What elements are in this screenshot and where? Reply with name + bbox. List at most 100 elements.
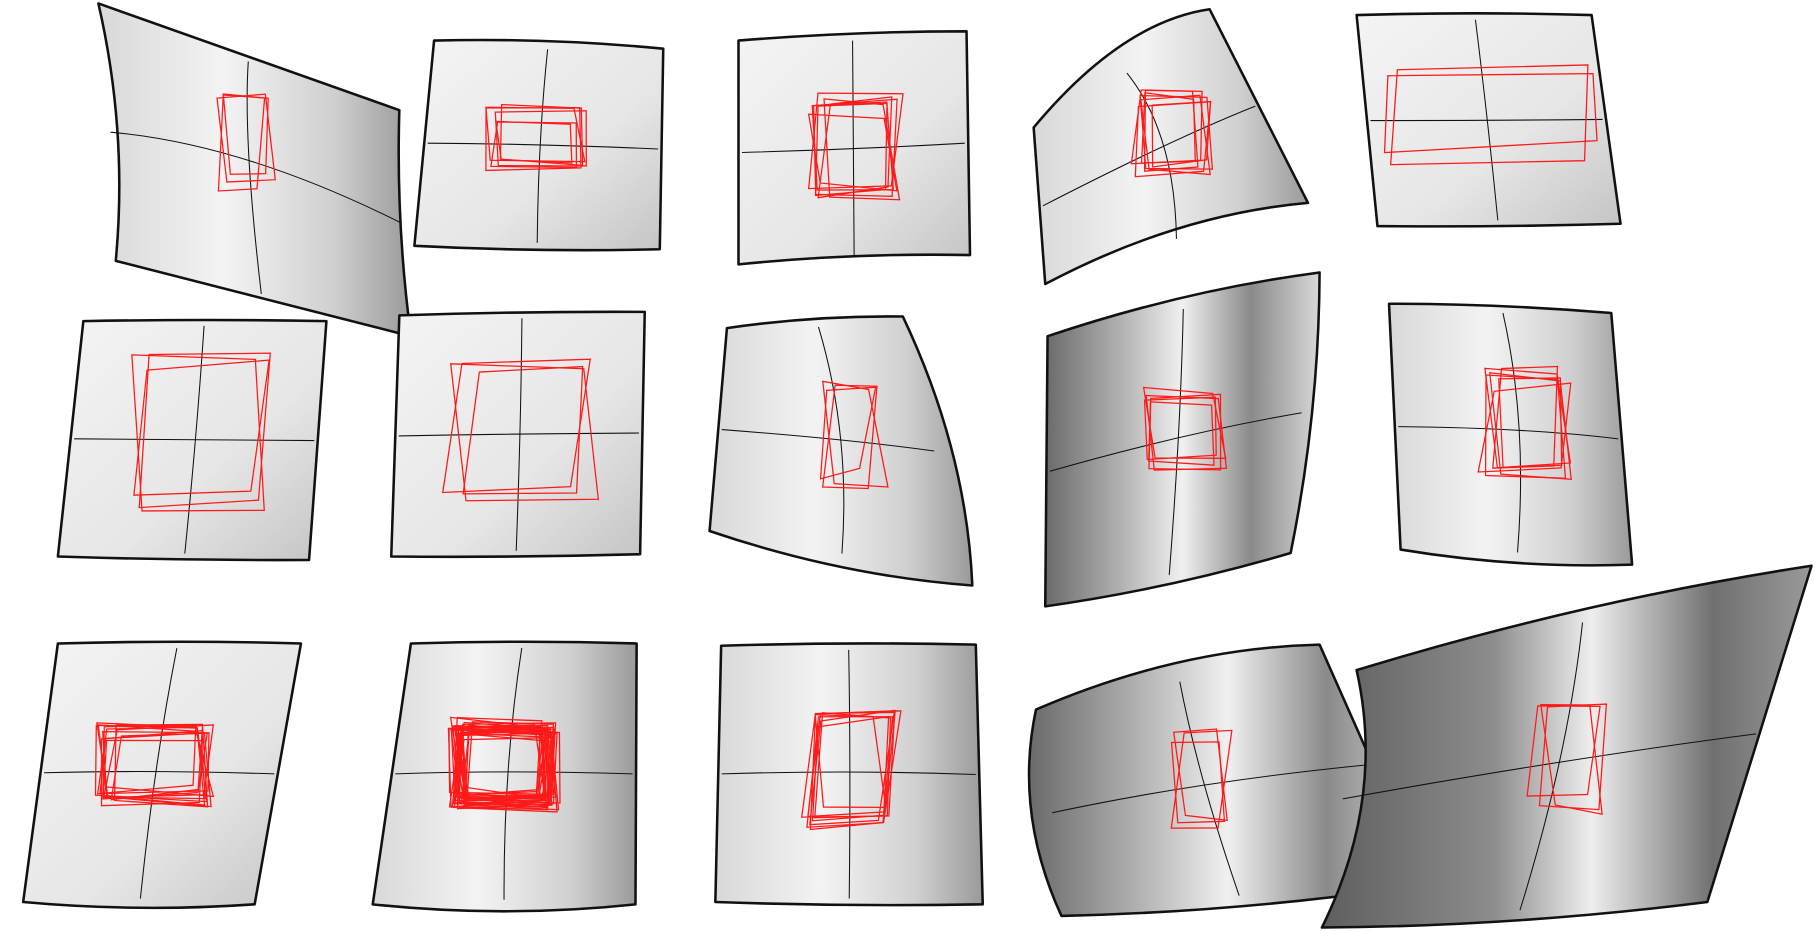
- surface-patch: [709, 316, 973, 586]
- surface-patch: [1033, 9, 1309, 285]
- patch-outline: [56, 318, 328, 562]
- patch-outline: [1355, 12, 1622, 228]
- surface-patch: [1045, 272, 1320, 607]
- orbit-loop: [807, 92, 904, 190]
- patch-outline: [714, 642, 985, 907]
- orbit-loop: [1484, 367, 1572, 469]
- axis-line: [74, 438, 315, 442]
- orbit-loop: [822, 380, 889, 488]
- orbit-loop: [442, 358, 591, 494]
- orbit-loop: [1143, 396, 1217, 461]
- axis-line: [741, 142, 965, 153]
- orbit-loop: [1540, 704, 1603, 816]
- orbit-loop: [495, 120, 573, 164]
- orbit-loops: [442, 358, 600, 502]
- orbit-loops: [1526, 703, 1608, 816]
- orbit-loop: [448, 727, 554, 796]
- axis-line: [184, 325, 205, 554]
- patch-outline: [1043, 271, 1321, 608]
- orbit-loops: [800, 709, 902, 831]
- orbit-loop: [96, 722, 206, 806]
- orbit-loop: [494, 110, 587, 167]
- patch-outline: [21, 640, 303, 910]
- axis-line: [1370, 118, 1603, 122]
- orbit-loop: [809, 710, 902, 831]
- orbit-loop: [812, 98, 898, 197]
- orbit-loop: [449, 716, 550, 804]
- orbit-loop: [1383, 72, 1598, 154]
- patch-outline: [413, 38, 665, 252]
- orbit-loop: [1492, 365, 1559, 469]
- orbit-loop: [1170, 741, 1226, 824]
- orbit-loop: [1143, 89, 1199, 172]
- axis-line: [1168, 308, 1184, 576]
- orbit-loops: [447, 716, 561, 813]
- surface-patch: [715, 643, 983, 906]
- orbit-loop: [1173, 728, 1228, 822]
- orbit-loop: [453, 728, 555, 806]
- orbit-loop: [800, 711, 896, 818]
- orbit-loop: [1477, 382, 1572, 473]
- surface-patch: [98, 3, 411, 337]
- orbit-loop: [452, 725, 545, 801]
- orbit-loop: [485, 107, 582, 172]
- axis-line: [398, 432, 639, 437]
- surface-patch: [372, 641, 637, 912]
- axis-line: [1179, 681, 1240, 896]
- patch-outline: [389, 310, 647, 559]
- axis-line: [1052, 764, 1370, 814]
- surface-patch: [738, 31, 971, 265]
- orbit-loop: [814, 102, 888, 197]
- axis-line: [536, 49, 549, 243]
- axis-line: [1042, 105, 1256, 207]
- axis-line: [848, 649, 851, 899]
- orbit-loops: [485, 103, 587, 172]
- surface-patch: [1389, 303, 1633, 566]
- axis-line: [246, 61, 262, 294]
- axis-line: [1519, 622, 1584, 911]
- axis-line: [721, 429, 935, 452]
- axis-line: [515, 318, 523, 551]
- patch-outline: [1320, 564, 1813, 929]
- orbit-loop: [490, 121, 578, 169]
- orbit-loop: [819, 386, 877, 480]
- surface-patch: [1321, 565, 1812, 928]
- orbit-loop: [222, 93, 269, 175]
- orbit-loops: [1170, 728, 1233, 829]
- patch-outline: [1032, 7, 1310, 286]
- axis-line: [852, 40, 855, 256]
- axis-line: [721, 771, 976, 776]
- orbit-loop: [456, 732, 558, 810]
- orbit-loop: [101, 730, 212, 808]
- orbit-loop: [99, 731, 210, 795]
- orbit-loop: [1140, 94, 1211, 176]
- orbit-loop: [817, 96, 893, 199]
- orbit-loops: [819, 380, 889, 490]
- orbit-loop: [138, 352, 271, 509]
- orbit-loop: [216, 93, 276, 183]
- axis-line: [1502, 312, 1522, 553]
- axis-line: [503, 648, 523, 900]
- orbit-loop: [450, 363, 600, 502]
- orbit-loop: [499, 103, 584, 167]
- orbit-loop: [462, 365, 584, 495]
- orbit-loop: [811, 101, 894, 191]
- axis-line: [1398, 426, 1619, 440]
- orbit-loops: [1383, 64, 1598, 166]
- orbit-loops: [216, 93, 276, 192]
- orbit-loop: [814, 713, 887, 809]
- orbit-loop: [1484, 374, 1567, 479]
- axis-line: [1474, 19, 1499, 221]
- orbit-loop: [461, 732, 546, 800]
- axis-line: [427, 142, 659, 150]
- patch-outline: [708, 315, 974, 587]
- orbit-loops: [1130, 89, 1214, 178]
- orbit-loop: [1148, 401, 1215, 466]
- orbit-loops: [131, 352, 271, 512]
- axis-line: [110, 131, 402, 224]
- orbit-loop: [821, 384, 878, 490]
- orbit-loop: [1526, 705, 1601, 797]
- orbit-loop: [466, 721, 555, 801]
- orbit-loops: [807, 92, 904, 201]
- orbit-loops: [1477, 365, 1572, 480]
